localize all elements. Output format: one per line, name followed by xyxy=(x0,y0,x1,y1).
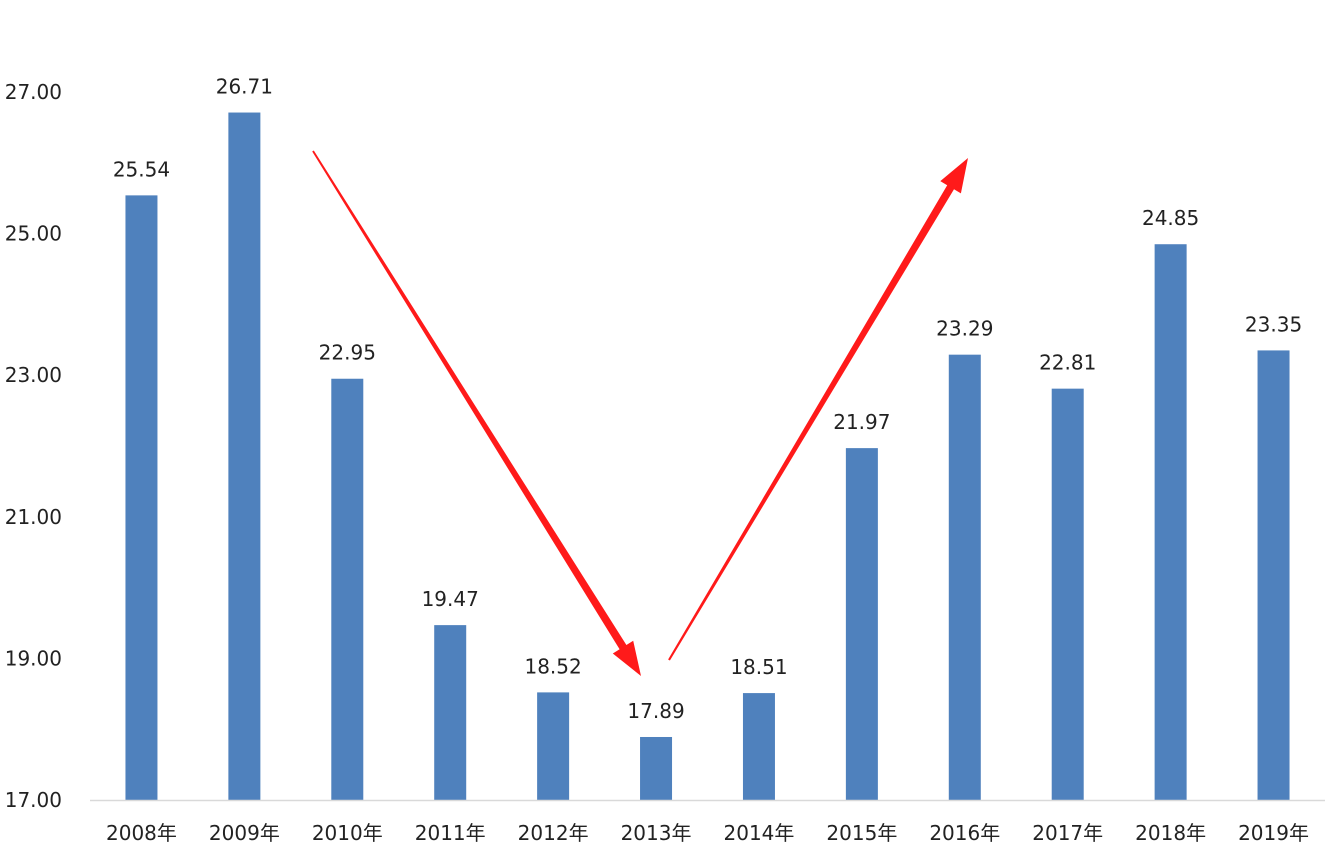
bars xyxy=(125,112,1290,801)
bar xyxy=(125,195,158,801)
x-tick-label: 2018年 xyxy=(1135,821,1206,845)
x-tick-label: 2011年 xyxy=(415,821,486,845)
bar xyxy=(640,736,673,800)
up-trend-arrow xyxy=(668,158,968,661)
x-tick-label: 2017年 xyxy=(1032,821,1103,845)
bar xyxy=(1154,244,1187,801)
down-trend-arrow xyxy=(312,150,641,676)
x-tick-label: 2010年 xyxy=(312,821,383,845)
data-label: 24.85 xyxy=(1142,206,1199,230)
y-tick-label: 25.00 xyxy=(5,222,62,246)
data-label: 17.89 xyxy=(627,699,684,723)
bar xyxy=(537,692,570,800)
trend-arrows xyxy=(312,150,968,676)
bar xyxy=(434,625,467,800)
x-tick-label: 2009年 xyxy=(209,821,280,845)
data-label: 25.54 xyxy=(113,157,170,181)
x-tick-label: 2019年 xyxy=(1238,821,1309,845)
y-tick-label: 27.00 xyxy=(5,80,62,104)
x-tick-label: 2016年 xyxy=(929,821,1000,845)
y-tick-label: 17.00 xyxy=(5,788,62,812)
x-axis-labels: 2008年 2009年 2010年 2011年 2012年 2013年 2014年 2015年… xyxy=(106,821,1309,845)
x-tick-label: 2008年 xyxy=(106,821,177,845)
bar xyxy=(331,378,364,800)
data-label: 22.81 xyxy=(1039,351,1096,375)
y-tick-label: 19.00 xyxy=(5,646,62,670)
x-tick-label: 2012年 xyxy=(518,821,589,845)
y-tick-label: 21.00 xyxy=(5,505,62,529)
data-label: 21.97 xyxy=(833,410,890,434)
y-axis-ticks: 17.00 19.00 21.00 23.00 25.00 27.00 xyxy=(5,80,62,812)
bar xyxy=(1051,388,1084,800)
bar xyxy=(1257,350,1290,800)
x-tick-label: 2015年 xyxy=(826,821,897,845)
x-tick-label: 2014年 xyxy=(724,821,795,845)
y-tick-label: 23.00 xyxy=(5,363,62,387)
data-label: 26.71 xyxy=(216,75,273,99)
bar xyxy=(948,354,981,800)
data-label: 23.29 xyxy=(936,317,993,341)
bar xyxy=(845,448,878,800)
bar xyxy=(228,112,261,801)
data-label: 18.51 xyxy=(730,655,787,679)
data-labels: 25.54 26.71 22.95 19.47 18.52 17.89 18.51 21.97… xyxy=(113,75,1302,723)
bar xyxy=(742,693,775,800)
data-label: 23.35 xyxy=(1245,312,1302,336)
data-label: 19.47 xyxy=(422,587,479,611)
data-label: 22.95 xyxy=(319,341,376,365)
x-tick-label: 2013年 xyxy=(621,821,692,845)
data-label: 18.52 xyxy=(524,654,581,678)
